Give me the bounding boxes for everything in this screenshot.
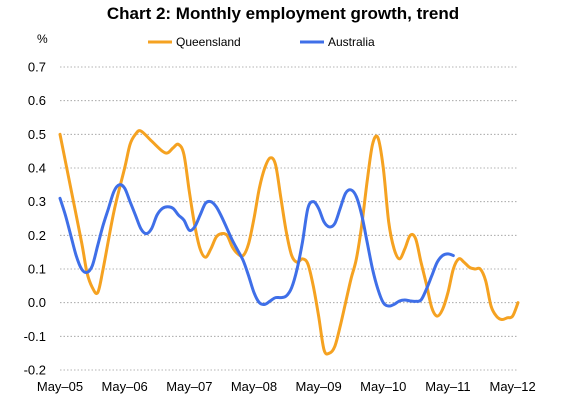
x-tick-label: May–07 bbox=[166, 379, 212, 394]
x-tick-label: May–06 bbox=[102, 379, 148, 394]
y-tick-label: 0.1 bbox=[28, 262, 46, 277]
y-axis-ticks: 0.7 0.6 0.5 0.4 0.3 0.2 0.1 0.0 -0.1 -0.2 bbox=[24, 60, 46, 378]
y-tick-label: -0.1 bbox=[24, 329, 46, 344]
x-tick-label: May–11 bbox=[425, 379, 470, 394]
y-tick-label: 0.4 bbox=[28, 161, 46, 176]
x-axis-ticks: May–05 May–06 May–07 May–08 May–09 May–10 May–… bbox=[37, 379, 536, 394]
chart-title: Chart 2: Monthly employment growth, tren… bbox=[107, 4, 459, 23]
x-tick-label: May–10 bbox=[360, 379, 406, 394]
series-lines bbox=[58, 129, 520, 356]
series-line-queensland bbox=[58, 129, 520, 356]
y-tick-label: 0.5 bbox=[28, 127, 46, 142]
y-tick-label: -0.2 bbox=[24, 363, 46, 378]
y-tick-label: 0.6 bbox=[28, 93, 46, 108]
y-tick-label: 0.7 bbox=[28, 60, 46, 75]
legend-label-queensland: Queensland bbox=[176, 35, 241, 49]
y-tick-label: 0.2 bbox=[28, 228, 46, 243]
x-tick-label: May–09 bbox=[296, 379, 342, 394]
series-line-australia bbox=[58, 183, 455, 308]
legend: Queensland Australia bbox=[148, 35, 375, 49]
y-tick-label: 0.0 bbox=[28, 295, 46, 310]
y-axis-unit: % bbox=[37, 32, 48, 46]
x-tick-label: May–12 bbox=[489, 379, 535, 394]
legend-label-australia: Australia bbox=[328, 35, 375, 49]
x-tick-label: May–08 bbox=[231, 379, 277, 394]
y-tick-label: 0.3 bbox=[28, 194, 46, 209]
gridlines bbox=[60, 66, 518, 371]
x-tick-label: May–05 bbox=[37, 379, 83, 394]
